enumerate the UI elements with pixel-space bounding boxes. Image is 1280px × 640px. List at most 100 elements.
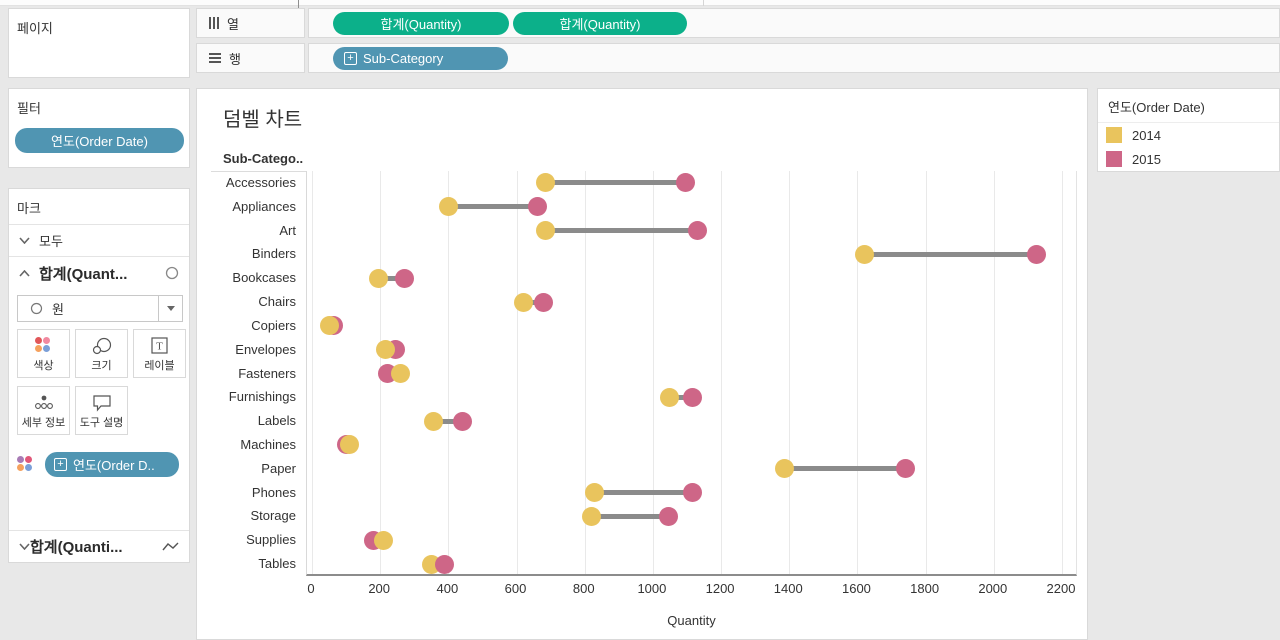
text-label-icon: T	[134, 337, 185, 354]
category-label[interactable]: Storage	[250, 508, 296, 524]
x-tick-label: 1000	[637, 581, 667, 596]
columns-shelf[interactable]: 합계(Quantity) 합계(Quantity)	[308, 8, 1280, 38]
dumbbell-connector	[523, 299, 544, 305]
dumbbell-dot-2014[interactable]	[774, 459, 794, 479]
dumbbell-dot-2015[interactable]	[534, 292, 554, 312]
filters-title: 필터	[17, 101, 41, 116]
dumbbell-dot-2014[interactable]	[423, 411, 443, 431]
dumbbell-dot-2015[interactable]	[682, 387, 702, 407]
rows-shelf[interactable]: + Sub-Category	[308, 43, 1280, 73]
dumbbell-dot-2014[interactable]	[585, 483, 605, 503]
line-chart-icon	[162, 541, 179, 552]
dumbbell-dot-2014[interactable]	[660, 387, 680, 407]
category-label[interactable]: Envelopes	[235, 341, 296, 357]
legend-item-2015[interactable]: 2015	[1098, 147, 1279, 171]
columns-icon	[209, 17, 219, 29]
x-axis-title: Quantity	[667, 613, 716, 628]
category-label[interactable]: Phones	[251, 484, 296, 500]
category-label[interactable]: Binders	[251, 246, 296, 262]
size-circles-icon	[76, 337, 127, 355]
category-label[interactable]: Machines	[240, 436, 296, 452]
dumbbell-connector	[594, 490, 693, 496]
dumbbell-dot-2014[interactable]	[391, 364, 411, 383]
dumbbell-dot-2014[interactable]	[374, 530, 394, 550]
dumbbell-dot-2015[interactable]	[682, 483, 702, 503]
size-button[interactable]: 크기	[75, 329, 128, 378]
dumbbell-dot-2015[interactable]	[658, 506, 678, 526]
marks-sum-label: 합계(Quant...	[39, 265, 128, 283]
dumbbell-connector	[545, 180, 686, 186]
color-button-label: 색상	[33, 360, 54, 372]
dumbbell-dot-2015[interactable]	[687, 221, 707, 241]
legend-swatch	[1106, 127, 1122, 143]
label-button[interactable]: T 레이블	[133, 329, 186, 378]
row-field-header[interactable]: Sub-Catego..	[223, 151, 304, 166]
category-label[interactable]: Art	[279, 222, 296, 238]
dumbbell-dot-2015[interactable]	[527, 197, 547, 217]
dumbbell-dot-2014[interactable]	[340, 435, 359, 455]
color-encoding-icon	[17, 455, 34, 473]
legend-label: 2015	[1132, 151, 1161, 167]
gridline	[857, 171, 859, 574]
dropdown-caret[interactable]	[158, 296, 182, 321]
dumbbell-dot-2014[interactable]	[582, 506, 602, 526]
dumbbell-dot-2014[interactable]	[536, 221, 556, 241]
dumbbell-dot-2014[interactable]	[854, 244, 874, 264]
marks-sum2-row[interactable]: 합계(Quanti...	[9, 530, 189, 562]
dumbbell-dot-2015[interactable]	[895, 459, 915, 479]
dumbbell-dot-2014[interactable]	[375, 340, 395, 360]
dumbbell-dot-2015[interactable]	[1026, 244, 1046, 264]
category-label[interactable]: Bookcases	[232, 270, 296, 286]
category-label[interactable]: Paper	[261, 460, 296, 476]
x-tick-label: 400	[436, 581, 459, 596]
dumbbell-dot-2015[interactable]	[394, 268, 414, 288]
dumbbell-connector	[591, 513, 669, 519]
marks-sum-row[interactable]: 합계(Quant...	[9, 257, 189, 289]
detail-button[interactable]: 세부 정보	[17, 386, 70, 435]
dumbbell-dot-2014[interactable]	[536, 173, 556, 193]
category-labels: Accessories Appliances Art Binders Bookcases…	[197, 171, 300, 576]
dumbbell-dot-2014[interactable]	[319, 316, 339, 336]
rows-pill-subcategory[interactable]: + Sub-Category	[333, 47, 508, 70]
dumbbell-dot-2015[interactable]	[435, 554, 455, 574]
category-label[interactable]: Fasteners	[238, 365, 296, 381]
columns-pill-quantity-1[interactable]: 합계(Quantity)	[333, 12, 509, 35]
category-label[interactable]: Copiers	[251, 317, 296, 333]
x-tick-label: 0	[307, 581, 315, 596]
columns-pill-quantity-2[interactable]: 합계(Quantity)	[513, 12, 687, 35]
category-label[interactable]: Tables	[258, 556, 296, 571]
dumbbell-dot-2014[interactable]	[513, 292, 533, 312]
gridline	[448, 171, 450, 574]
category-label[interactable]: Furnishings	[228, 389, 296, 405]
dumbbell-dot-2015[interactable]	[675, 173, 695, 193]
pages-shelf[interactable]: 페이지	[8, 8, 190, 78]
filters-shelf[interactable]: 필터 연도(Order Date)	[8, 88, 190, 168]
top-divider	[298, 0, 299, 8]
plot-area	[306, 171, 1077, 576]
category-label[interactable]: Chairs	[258, 294, 296, 310]
speech-bubble-icon	[76, 394, 127, 412]
category-label[interactable]: Supplies	[246, 532, 296, 548]
tooltip-button[interactable]: 도구 설명	[75, 386, 128, 435]
marks-all-label: 모두	[39, 234, 63, 249]
legend-item-2014[interactable]: 2014	[1098, 123, 1279, 147]
mark-type-dropdown[interactable]: 원	[17, 295, 183, 322]
svg-text:T: T	[156, 341, 163, 353]
dumbbell-connector	[864, 251, 1037, 257]
detail-dots-icon	[18, 394, 69, 411]
dumbbell-dot-2014[interactable]	[368, 268, 388, 288]
category-label[interactable]: Accessories	[225, 175, 296, 190]
category-label[interactable]: Appliances	[232, 198, 296, 214]
marks-all-row[interactable]: 모두	[9, 225, 189, 257]
filter-pill-order-date[interactable]: 연도(Order Date)	[15, 128, 184, 153]
dumbbell-dot-2015[interactable]	[452, 411, 472, 431]
gridline	[312, 171, 313, 574]
color-button[interactable]: 색상	[17, 329, 70, 378]
x-ticks: 0 200 400 600 800 1000 1200 1400 1600 1800 2000 220…	[306, 581, 1077, 597]
dumbbell-dot-2014[interactable]	[438, 197, 458, 217]
pages-title: 페이지	[17, 21, 53, 36]
gridline	[993, 171, 995, 574]
marks-pill-year[interactable]: + 연도(Order D..	[45, 451, 179, 477]
category-label[interactable]: Labels	[257, 413, 296, 429]
color-legend: 연도(Order Date) 2014 2015	[1097, 88, 1280, 172]
